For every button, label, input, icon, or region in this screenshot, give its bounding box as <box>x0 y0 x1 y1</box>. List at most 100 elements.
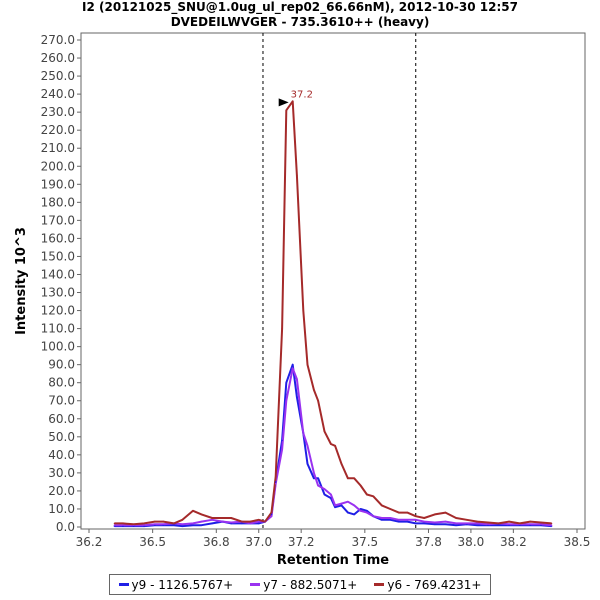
data-point <box>389 517 392 519</box>
data-point <box>406 519 409 521</box>
legend-label: y6 - 769.4231+ <box>387 577 482 592</box>
data-point <box>476 520 479 523</box>
y-tick-label: 50.0 <box>48 430 75 444</box>
data-point <box>143 522 145 525</box>
data-point <box>414 519 417 521</box>
data-point <box>181 523 184 526</box>
chart-title-line-2: DVEDEILWVGER - 735.3610++ (heavy) <box>170 15 430 29</box>
data-point <box>221 517 224 519</box>
data-point <box>372 495 375 498</box>
data-point <box>330 497 332 499</box>
y-tick-label: 60.0 <box>48 412 75 426</box>
data-point <box>291 367 294 370</box>
data-point <box>257 522 260 525</box>
data-point <box>540 523 542 526</box>
data-point <box>359 484 362 487</box>
data-point <box>113 524 116 526</box>
data-point <box>221 520 224 523</box>
data-point <box>181 525 184 527</box>
data-point <box>274 475 277 478</box>
data-point <box>113 522 116 525</box>
data-point <box>497 522 500 525</box>
data-point <box>340 502 343 505</box>
data-point <box>540 521 542 524</box>
data-point <box>444 511 447 514</box>
data-point <box>550 522 553 525</box>
series-line-3 <box>114 100 552 526</box>
data-point <box>434 513 436 516</box>
data-point <box>285 399 288 402</box>
legend-item-2: y7 - 882.5071+ <box>250 578 357 592</box>
x-tick-label: 36.5 <box>139 535 166 549</box>
data-point <box>518 522 521 525</box>
y-axis: 0.0 10.0 20.0 30.0 40.0 50.0 60.0 70.0 80.0 90.0 1… <box>41 33 82 534</box>
data-point <box>241 520 243 523</box>
data-point <box>270 511 273 514</box>
chart-legend: y9 - 1126.5767+ y7 - 882.5071+ y6 - 769.42… <box>109 574 491 595</box>
data-point <box>154 523 156 526</box>
data-point <box>122 522 124 525</box>
peak-annotation-layer: 37.2 <box>278 89 313 107</box>
data-point <box>211 517 213 519</box>
data-point <box>230 521 232 524</box>
legend-label: y9 - 1126.5767+ <box>131 577 234 592</box>
data-point <box>285 109 288 112</box>
data-point <box>257 520 260 523</box>
y-tick-label: 210.0 <box>41 141 75 155</box>
legend-item-3: y6 - 769.4231+ <box>374 578 481 592</box>
data-point <box>444 523 447 526</box>
data-point <box>192 510 194 512</box>
data-point <box>122 524 124 526</box>
data-point <box>249 522 252 525</box>
y-tick-label: 160.0 <box>41 231 75 245</box>
y-tick-label: 230.0 <box>41 105 75 119</box>
data-point <box>423 517 426 519</box>
x-tick-label: 37.0 <box>245 535 272 549</box>
data-point <box>347 477 349 480</box>
x-tick-label: 37.8 <box>415 535 442 549</box>
x-tick-label: 37.2 <box>288 535 315 549</box>
data-point <box>353 477 356 480</box>
data-point <box>317 484 319 487</box>
data-point <box>366 511 368 514</box>
chart-title: I2 (20121025_SNU@1.0ug_ul_rep02_66.66nM)… <box>0 0 600 30</box>
peak-marker <box>278 98 289 107</box>
data-point <box>398 511 400 514</box>
data-point <box>455 524 457 526</box>
data-point <box>353 513 356 516</box>
data-point <box>347 500 349 503</box>
data-point <box>317 477 319 480</box>
data-point <box>455 522 457 525</box>
data-point <box>270 515 273 517</box>
data-point <box>389 508 392 510</box>
data-point <box>132 523 135 526</box>
y-tick-label: 120.0 <box>41 304 75 318</box>
data-point <box>302 432 305 435</box>
data-point <box>398 519 400 521</box>
data-point <box>389 519 392 521</box>
data-point <box>313 472 315 474</box>
data-point <box>455 517 457 519</box>
data-point <box>143 524 145 526</box>
legend-swatch <box>374 583 385 586</box>
data-point <box>487 523 489 526</box>
y-tick-label: 260.0 <box>41 51 75 65</box>
legend-swatch <box>250 583 261 586</box>
y-tick-label: 250.0 <box>41 69 75 83</box>
y-tick-label: 80.0 <box>48 376 75 390</box>
x-tick-label: 36.8 <box>203 535 230 549</box>
data-point <box>291 100 294 103</box>
data-point <box>366 510 368 512</box>
data-point <box>476 522 479 525</box>
y-tick-label: 40.0 <box>48 448 75 462</box>
data-point <box>162 520 165 523</box>
data-point <box>381 519 383 521</box>
data-point <box>200 524 203 526</box>
data-point <box>306 363 309 366</box>
data-point <box>274 482 277 485</box>
data-point <box>414 522 417 525</box>
y-tick-label: 220.0 <box>41 123 75 137</box>
data-point <box>313 477 315 480</box>
data-point <box>381 517 383 519</box>
